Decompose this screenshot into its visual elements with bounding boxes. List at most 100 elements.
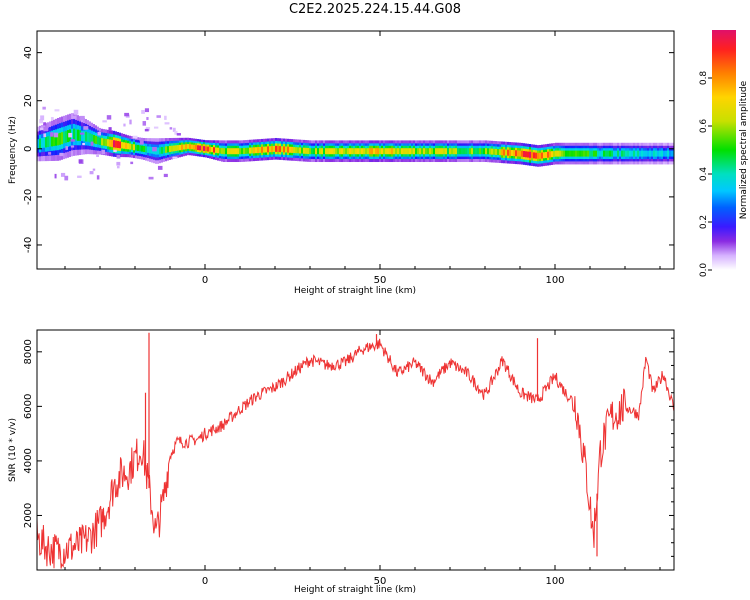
heatmap-cell	[193, 144, 195, 150]
heatmap-cell	[217, 147, 219, 154]
heatmap-cell	[197, 145, 199, 151]
heatmap-cell	[333, 148, 335, 155]
heatmap-noise	[97, 131, 102, 136]
y-tick-label: 8000	[23, 339, 34, 364]
heatmap-cell	[107, 139, 109, 147]
heatmap-noise	[169, 127, 173, 130]
heatmap-cell	[395, 148, 397, 155]
heatmap-cell	[457, 148, 459, 155]
colorbar-gradient	[712, 30, 736, 270]
heatmap-noise	[64, 175, 69, 181]
heatmap-cell	[491, 148, 493, 155]
heatmap-cell	[207, 146, 209, 152]
heatmap-cell	[655, 150, 657, 157]
heatmap-cell	[393, 148, 395, 155]
heatmap-cell	[443, 148, 445, 155]
heatmap-cell	[599, 150, 601, 157]
heatmap-cell	[403, 148, 405, 155]
heatmap-cell	[451, 148, 453, 155]
colorbar: 0.0 0.2 0.4 0.6 0.8 Normalized spectral ampl…	[699, 30, 749, 277]
heatmap-cell	[349, 148, 351, 155]
heatmap-cell	[137, 144, 139, 151]
heatmap-cell	[575, 150, 577, 157]
heatmap-cell	[579, 150, 581, 157]
heatmap-cell	[399, 148, 401, 155]
heatmap-cell	[431, 148, 433, 155]
colorbar-tick-label: 0.8	[699, 71, 709, 86]
heatmap-noise	[43, 133, 47, 138]
heatmap-cell	[535, 152, 537, 159]
snr-plot-area	[37, 330, 674, 570]
heatmap-noise	[83, 126, 89, 130]
heatmap-cell	[51, 135, 53, 147]
heatmap-cell	[587, 150, 589, 157]
heatmap-cell	[291, 146, 293, 153]
heatmap-cell	[323, 148, 325, 155]
heatmap-noise	[73, 109, 79, 115]
heatmap-cell	[497, 149, 499, 156]
heatmap-noise	[129, 119, 132, 125]
heatmap-cell	[103, 138, 105, 146]
heatmap-cell	[669, 150, 671, 157]
heatmap-cell	[321, 148, 323, 155]
heatmap-noise	[43, 126, 49, 132]
heatmap-cell	[263, 146, 265, 153]
heatmap-cell	[651, 150, 653, 157]
heatmap-noise	[164, 115, 167, 120]
heatmap-cell	[225, 148, 227, 155]
colorbar-ticks: 0.0 0.2 0.4 0.6 0.8	[699, 71, 712, 277]
y-tick-label: 4000	[23, 448, 34, 473]
heatmap-cell	[481, 148, 483, 155]
heatmap-cell	[175, 145, 177, 151]
heatmap-cell	[255, 147, 257, 154]
heatmap-cell	[337, 148, 339, 155]
heatmap-cell	[487, 148, 489, 155]
heatmap-cell	[75, 129, 77, 141]
heatmap-noise	[106, 115, 112, 120]
heatmap-cell	[641, 150, 643, 157]
heatmap-cell	[469, 148, 471, 155]
heatmap-cell	[367, 148, 369, 155]
heatmap-noise	[59, 152, 64, 157]
heatmap-cell	[343, 148, 345, 155]
heatmap-noise	[43, 122, 47, 126]
heatmap-cell	[361, 148, 363, 155]
snr-ylabel: SNR (10 * v/v)	[8, 418, 18, 482]
heatmap-noise	[40, 127, 45, 131]
heatmap-cell	[281, 146, 283, 153]
heatmap-cell	[473, 148, 475, 155]
heatmap-noise	[40, 115, 45, 121]
heatmap-noise	[80, 115, 85, 121]
heatmap-cell	[313, 148, 315, 155]
heatmap-noise	[163, 173, 168, 178]
heatmap-cell	[513, 150, 515, 157]
heatmap-cell	[461, 148, 463, 155]
heatmap-cell	[653, 150, 655, 157]
heatmap-cell	[369, 148, 371, 155]
heatmap-cell	[227, 148, 229, 155]
heatmap-cell	[397, 148, 399, 155]
heatmap-cell	[277, 145, 279, 152]
heatmap-cell	[223, 148, 225, 155]
heatmap-cell	[605, 150, 607, 157]
heatmap-cell	[429, 148, 431, 155]
heatmap-cell	[657, 150, 659, 157]
heatmap-cell	[533, 152, 535, 159]
heatmap-cell	[549, 151, 551, 158]
heatmap-cell	[129, 143, 131, 150]
heatmap-cell	[239, 148, 241, 155]
x-tick-label: 100	[545, 275, 564, 286]
heatmap-cell	[299, 147, 301, 154]
heatmap-cell	[37, 139, 39, 149]
heatmap-cell	[119, 141, 121, 149]
heatmap-noise	[116, 161, 121, 166]
heatmap-cell	[59, 132, 61, 145]
heatmap-cell	[317, 148, 319, 155]
heatmap-cell	[295, 147, 297, 154]
snr-series	[37, 332, 674, 569]
heatmap-cell	[585, 150, 587, 157]
heatmap-cell	[519, 150, 521, 157]
heatmap-cell	[203, 146, 205, 151]
heatmap-cell	[537, 152, 539, 159]
heatmap-cell	[329, 148, 331, 155]
